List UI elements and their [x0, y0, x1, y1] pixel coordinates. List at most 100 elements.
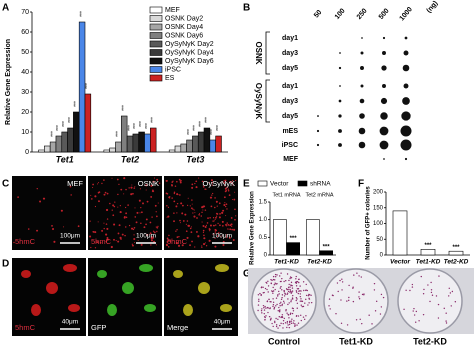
- speckle: [113, 238, 115, 241]
- colony: [275, 305, 277, 307]
- colony: [263, 291, 265, 294]
- speckle: [229, 180, 232, 183]
- speckle: [191, 203, 193, 205]
- colony: [329, 308, 331, 310]
- significance: ***: [323, 244, 331, 250]
- colony: [289, 277, 291, 280]
- speckle: [209, 230, 211, 232]
- legend-label: OySyNyK Day2: [165, 41, 214, 48]
- cell: [139, 264, 153, 272]
- speckle: [232, 239, 235, 242]
- speckle: [145, 223, 147, 226]
- significance: ***: [198, 121, 204, 127]
- y-axis-label: Relative Gene Expression: [5, 39, 12, 125]
- speckle: [132, 192, 134, 195]
- legend-label: MEF: [165, 7, 180, 14]
- group-label: OSNK: [254, 41, 263, 64]
- colony: [265, 281, 267, 284]
- y-tick-label: 50: [21, 49, 29, 56]
- colony: [263, 316, 266, 318]
- colony: [286, 326, 288, 329]
- speckle: [123, 193, 125, 195]
- colony: [291, 290, 294, 292]
- speckle: [227, 188, 229, 190]
- bar: [209, 139, 216, 153]
- colony: [415, 321, 417, 323]
- speckle: [113, 205, 116, 208]
- legend-swatch: [149, 40, 163, 48]
- colony: [358, 291, 360, 293]
- speckle: [235, 215, 237, 217]
- colony: [296, 288, 299, 290]
- speckle: [117, 193, 119, 196]
- y-tick-label: 60: [21, 29, 29, 36]
- colony: [283, 317, 286, 320]
- speckle: [221, 224, 224, 227]
- speckle: [224, 187, 227, 190]
- bar: [286, 242, 300, 256]
- speckle: [219, 224, 221, 227]
- colony: [361, 322, 363, 325]
- colony: [335, 313, 337, 315]
- speckle: [225, 203, 228, 206]
- colony: [280, 301, 282, 304]
- colony: [291, 312, 294, 315]
- colony: [280, 272, 282, 274]
- legend-label: shRNA: [310, 181, 331, 188]
- speckle: [191, 186, 194, 189]
- y-tick-label: 1.0: [259, 217, 268, 223]
- speckle: [167, 215, 170, 218]
- bar: [168, 149, 176, 153]
- speckle: [212, 224, 215, 227]
- significance: ***: [56, 125, 62, 131]
- speckle: [110, 245, 113, 249]
- colony: [275, 297, 278, 299]
- colony: [430, 289, 433, 291]
- colony: [288, 317, 290, 319]
- colony: [289, 289, 291, 291]
- colony: [268, 315, 271, 318]
- colony: [280, 285, 282, 288]
- speckle: [217, 232, 220, 234]
- speckle: [214, 206, 216, 209]
- colony: [265, 315, 267, 317]
- speckle: [176, 236, 179, 239]
- speckle: [113, 223, 116, 226]
- speckle: [234, 191, 236, 193]
- colony: [413, 314, 416, 316]
- speckle: [210, 205, 213, 208]
- speckle: [206, 222, 209, 224]
- colony: [422, 313, 425, 316]
- colony: [267, 291, 269, 293]
- speckle: [155, 226, 157, 228]
- colony: [418, 320, 420, 322]
- speckle: [216, 205, 218, 207]
- colony: [360, 276, 362, 278]
- speckle: [223, 204, 226, 207]
- speckle: [137, 239, 139, 242]
- speckle: [176, 229, 178, 231]
- colony: [272, 292, 274, 294]
- speckle: [120, 188, 123, 191]
- cell: [97, 270, 107, 278]
- speckle: [115, 240, 117, 242]
- speckle: [139, 212, 141, 214]
- colony: [271, 279, 273, 282]
- dot: [358, 127, 366, 135]
- speckle: [125, 216, 128, 219]
- speckle: [51, 225, 53, 227]
- colony: [445, 320, 447, 322]
- colony: [281, 296, 283, 299]
- y-axis-label: Relative Gene Expression: [250, 191, 256, 265]
- y-axis-label: Number of GFP+ colonies: [366, 186, 372, 260]
- speckle: [234, 218, 236, 221]
- speckle: [198, 213, 200, 216]
- bar: [272, 219, 287, 256]
- colony: [290, 277, 293, 279]
- x-tick-label: Tet1: [56, 154, 74, 164]
- speckle: [220, 236, 222, 238]
- speckle: [196, 217, 198, 219]
- speckle: [125, 212, 128, 215]
- y-tick-label: 30: [21, 89, 29, 96]
- x-tick-label: Tet2-KD: [307, 259, 332, 266]
